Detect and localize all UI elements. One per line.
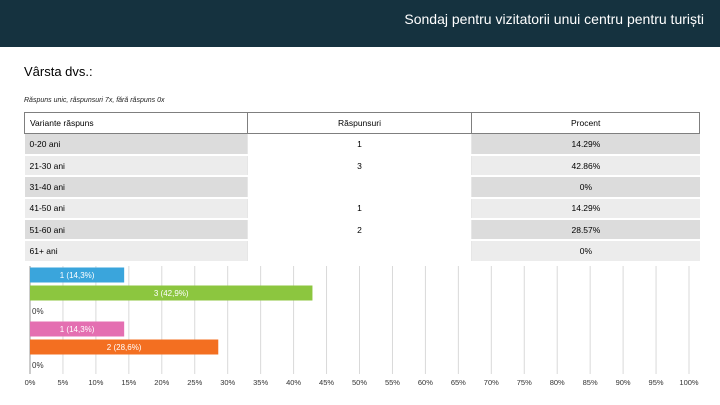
x-tick-label: 85% — [583, 378, 598, 387]
row-percent: 28.57% — [471, 218, 700, 242]
bar-data-label: 1 (14,3%) — [60, 325, 95, 334]
bar — [30, 339, 219, 355]
question-title: Vârsta dvs.: — [24, 64, 93, 79]
row-percent: 14.29% — [471, 133, 700, 157]
table-row: 21-30 ani 3 42.86% — [24, 155, 700, 178]
row-label: 41-50 ani — [24, 197, 248, 220]
bar — [30, 285, 313, 301]
header-responses: Răspunsuri — [246, 111, 473, 135]
bar — [30, 321, 125, 337]
x-tick-label: 30% — [220, 378, 235, 387]
header-option: Variante răspuns — [24, 111, 248, 135]
x-tick-label: 60% — [418, 378, 433, 387]
bar-data-label: 3 (42,9%) — [154, 289, 189, 298]
row-percent: 42.86% — [471, 155, 700, 178]
x-tick-label: 10% — [88, 378, 103, 387]
row-label: 51-60 ani — [24, 218, 248, 242]
x-tick-label: 65% — [451, 378, 466, 387]
row-percent: 0% — [471, 240, 700, 263]
survey-title: Sondaj pentru vizitatorii unui centru pe… — [404, 11, 704, 27]
x-tick-label: 75% — [517, 378, 532, 387]
table-row: 61+ ani 0% — [24, 240, 700, 263]
row-label: 0-20 ani — [24, 133, 248, 157]
table-header-row: Variante răspuns Răspunsuri Procent — [24, 111, 700, 135]
row-label: 61+ ani — [24, 240, 248, 263]
row-count — [246, 176, 473, 199]
row-percent: 0% — [471, 176, 700, 199]
bar — [30, 267, 125, 283]
x-tick-label: 90% — [616, 378, 631, 387]
header-bar: Sondaj pentru vizitatorii unui centru pe… — [0, 0, 720, 47]
row-count — [246, 240, 473, 263]
row-count: 3 — [246, 155, 473, 178]
x-tick-label: 5% — [58, 378, 69, 387]
table-row: 0-20 ani 1 14.29% — [24, 133, 700, 157]
row-count: 1 — [246, 133, 473, 157]
results-table: Variante răspuns Răspunsuri Procent 0-20… — [24, 111, 700, 263]
x-tick-label: 40% — [286, 378, 301, 387]
bar-chart: 0% 5% 10% 15% 20% 25% 30% 35% 40% 45% 50% 55% 60% 65%… — [25, 266, 699, 387]
bar-data-label: 0% — [32, 361, 44, 370]
bar-chart-container: 0% 5% 10% 15% 20% 25% 30% 35% 40% 45% 50% 55% 60% 65%… — [22, 264, 700, 405]
row-label: 31-40 ani — [24, 176, 248, 199]
bar-data-label: 0% — [32, 307, 44, 316]
x-tick-label: 35% — [253, 378, 268, 387]
x-tick-label: 80% — [550, 378, 565, 387]
x-tick-label: 70% — [484, 378, 499, 387]
x-tick-label: 25% — [187, 378, 202, 387]
table-row: 41-50 ani 1 14.29% — [24, 197, 700, 220]
x-tick-label: 95% — [649, 378, 664, 387]
x-tick-label: 100% — [679, 378, 699, 387]
table-row: 51-60 ani 2 28.57% — [24, 218, 700, 242]
row-count: 1 — [246, 197, 473, 220]
bar-data-label: 1 (14,3%) — [60, 271, 95, 280]
x-tick-label: 55% — [385, 378, 400, 387]
table-row: 31-40 ani 0% — [24, 176, 700, 199]
x-tick-label: 15% — [121, 378, 136, 387]
x-tick-label: 45% — [319, 378, 334, 387]
header-percent: Procent — [471, 111, 700, 135]
x-tick-label: 50% — [352, 378, 367, 387]
row-percent: 14.29% — [471, 197, 700, 220]
response-summary: Răspuns unic, răspunsuri 7x, fără răspun… — [24, 97, 165, 104]
row-label: 21-30 ani — [24, 155, 248, 178]
bar-data-label: 2 (28,6%) — [107, 343, 142, 352]
row-count: 2 — [246, 218, 473, 242]
x-tick-label: 20% — [154, 378, 169, 387]
x-tick-label: 0% — [25, 378, 36, 387]
